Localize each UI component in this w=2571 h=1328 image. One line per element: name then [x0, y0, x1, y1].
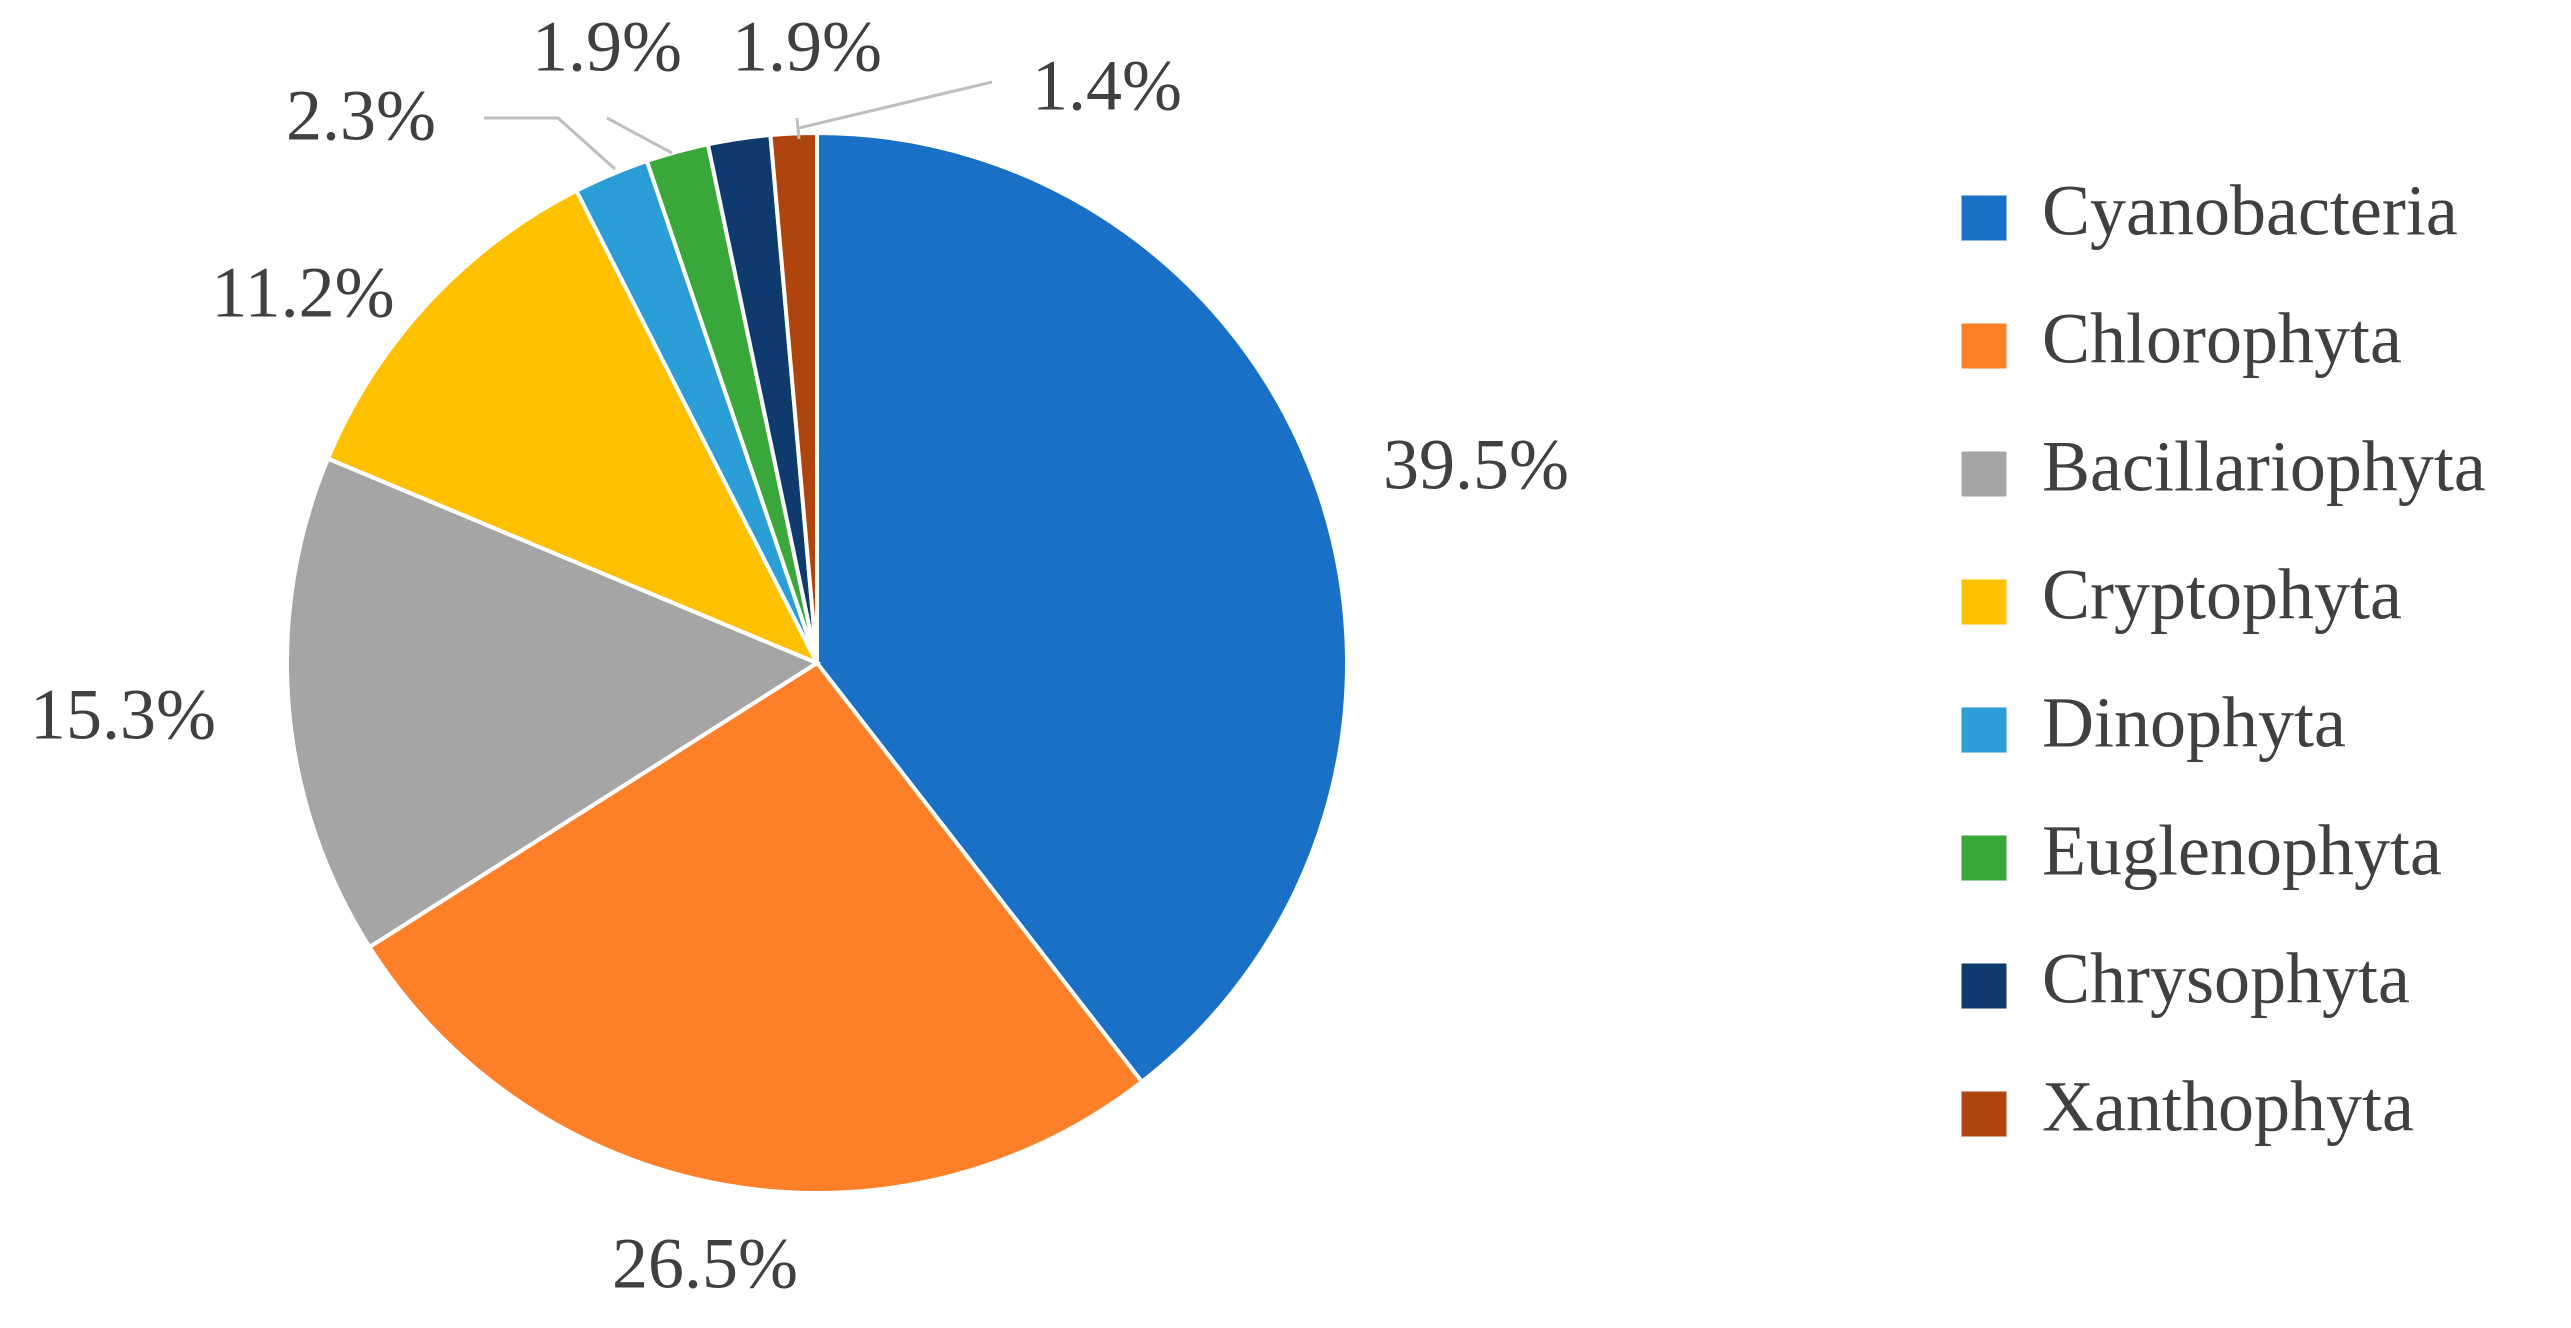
pie-slice: [768, 130, 819, 664]
legend-label: Chrysophyta: [2042, 939, 2410, 1019]
legend-label: Chlorophyta: [2042, 299, 2402, 379]
data-label: 1.9%: [732, 7, 882, 87]
legend-label: Euglenophyta: [2042, 811, 2442, 891]
leader-line: [484, 116, 617, 171]
legend-swatch: [1958, 960, 2010, 1012]
legend-label: Xanthophyta: [2042, 1067, 2414, 1147]
leader-line: [795, 117, 801, 140]
legend-swatch: [1958, 704, 2010, 756]
legend-label: Cryptophyta: [2042, 555, 2402, 635]
legend-swatch: [1958, 320, 2010, 372]
legend-swatch: [1958, 192, 2010, 244]
pie-slice: [815, 130, 1349, 1085]
pie-slice: [325, 188, 822, 667]
legend-label: Cyanobacteria: [2042, 171, 2458, 251]
data-label: 2.3%: [286, 76, 436, 156]
legend-swatch: [1958, 576, 2010, 628]
legend-label: Dinophyta: [2042, 683, 2346, 763]
data-label: 1.4%: [1032, 46, 1182, 126]
pie-slice: [285, 456, 822, 950]
legend-swatch: [1958, 1088, 2010, 1140]
data-label: 11.2%: [211, 253, 394, 333]
legend-label: Bacillariophyta: [2042, 427, 2486, 507]
leader-line: [606, 116, 673, 155]
pie-slice: [366, 660, 1145, 1195]
leader-line: [798, 80, 993, 130]
data-label: 26.5%: [612, 1224, 798, 1304]
data-label: 1.9%: [532, 7, 682, 87]
data-label: 15.3%: [30, 675, 216, 755]
legend-swatch: [1958, 832, 2010, 884]
legend-swatch: [1958, 448, 2010, 500]
data-label: 39.5%: [1383, 425, 1569, 505]
